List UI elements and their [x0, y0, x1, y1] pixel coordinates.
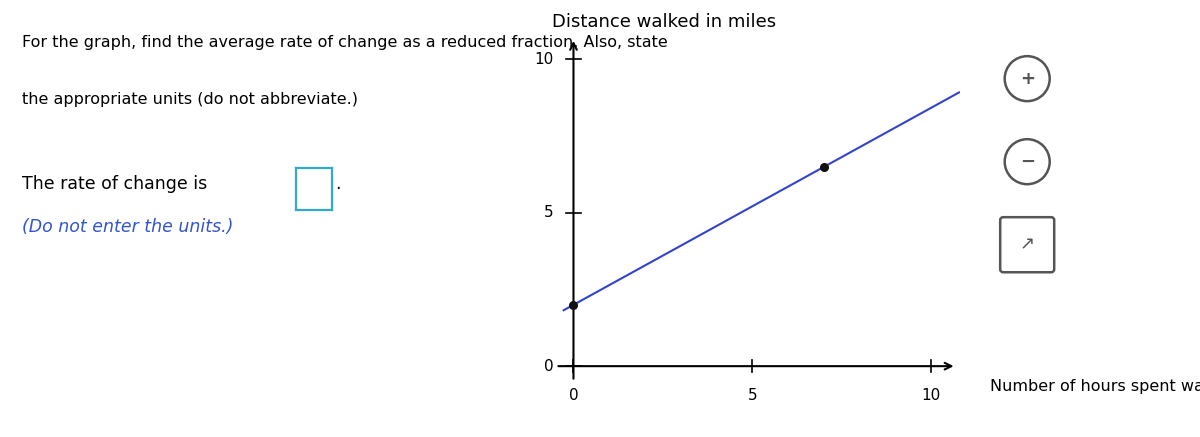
Text: 10: 10: [534, 52, 553, 67]
Text: ↗: ↗: [1020, 236, 1034, 254]
Text: the appropriate units (do not abbreviate.): the appropriate units (do not abbreviate…: [22, 92, 358, 107]
Text: Distance walked in miles: Distance walked in miles: [552, 13, 776, 31]
Text: +: +: [1020, 69, 1034, 88]
Text: Number of hours spent walking: Number of hours spent walking: [990, 379, 1200, 394]
Text: 5: 5: [748, 388, 757, 402]
Text: (Do not enter the units.): (Do not enter the units.): [22, 218, 233, 236]
Text: 0: 0: [569, 388, 578, 402]
Text: For the graph, find the average rate of change as a reduced fraction. Also, stat: For the graph, find the average rate of …: [22, 35, 667, 50]
Text: 10: 10: [922, 388, 941, 402]
Text: −: −: [1020, 153, 1034, 171]
Text: 5: 5: [544, 205, 553, 220]
Text: 0: 0: [544, 359, 553, 374]
FancyBboxPatch shape: [1001, 217, 1055, 272]
Text: .: .: [335, 175, 341, 193]
Text: The rate of change is: The rate of change is: [22, 175, 206, 193]
